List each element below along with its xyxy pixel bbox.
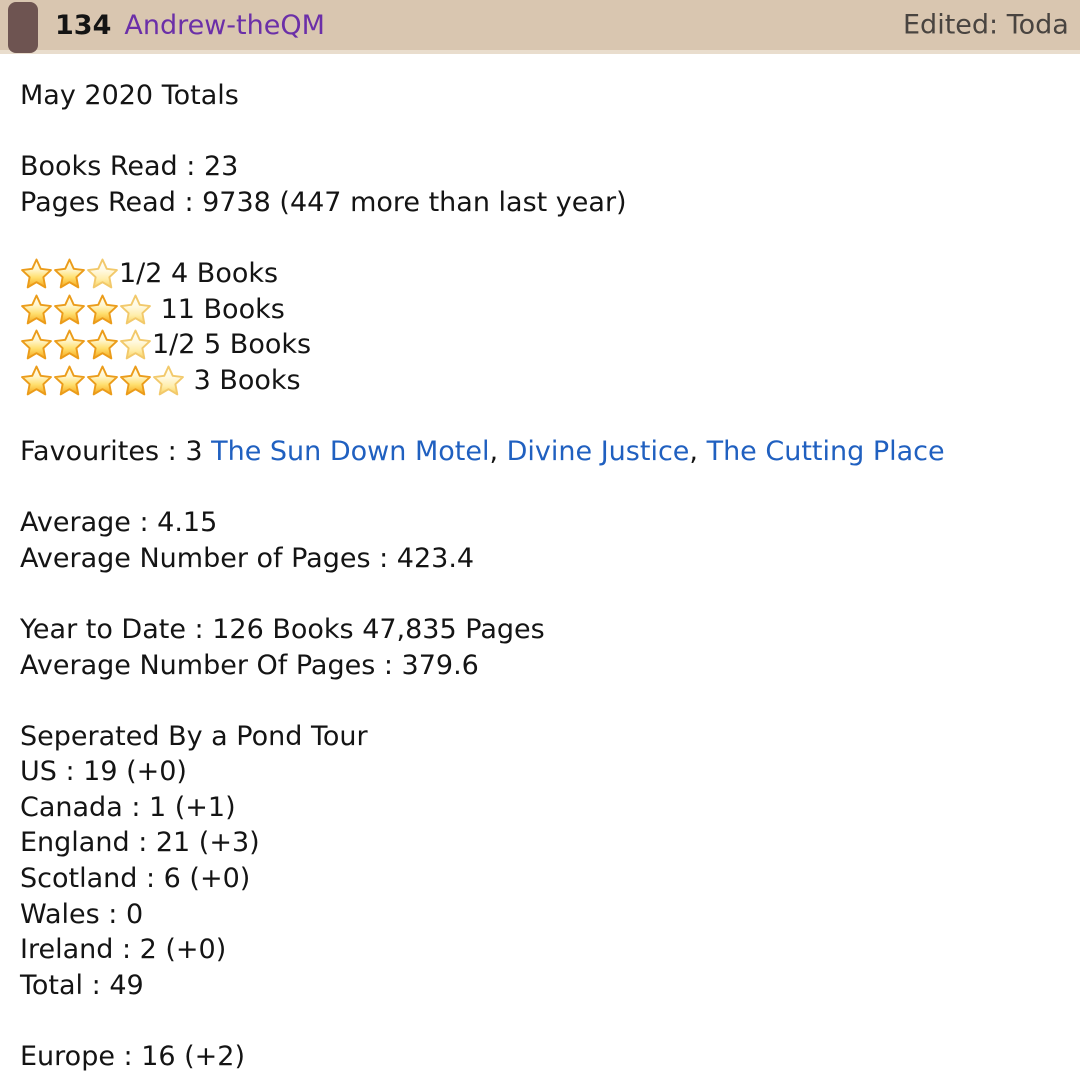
star-icon [153, 365, 184, 396]
favourite-book-link[interactable]: Divine Justice [506, 435, 690, 467]
separator: , [489, 435, 507, 467]
europe-line: Europe : 16 (+2) [20, 1041, 246, 1073]
pond-tour-scotland: Scotland : 6 (+0) [20, 863, 251, 895]
star-icon [87, 294, 118, 325]
post-title: May 2020 Totals [20, 80, 239, 111]
pond-tour-total: Total : 49 [20, 969, 144, 1001]
star-rating-row: 3 Books [20, 363, 1080, 399]
favourite-book-link[interactable]: The Cutting Place [706, 435, 945, 467]
star-icons [20, 328, 152, 361]
star-icon [21, 294, 52, 325]
star-icon [87, 258, 118, 289]
star-rating-label: 1/2 4 Books [119, 257, 279, 289]
star-icon [87, 365, 118, 396]
star-icon [87, 329, 118, 360]
star-icons [20, 257, 119, 290]
star-icon [120, 294, 151, 325]
post-number: 134 [55, 9, 112, 41]
pond-tour-wales: Wales : 0 [20, 898, 144, 930]
pond-tour-us: US : 19 (+0) [20, 756, 187, 788]
pond-tour-title: Seperated By a Pond Tour [20, 720, 368, 752]
star-icons [20, 364, 185, 397]
separator: , [689, 435, 707, 467]
username-link[interactable]: Andrew-theQM [124, 9, 325, 41]
star-rating-label: 3 Books [185, 364, 301, 396]
star-icon [21, 258, 52, 289]
post-accent-bar [8, 2, 38, 53]
average-pages-line: Average Number of Pages : 423.4 [20, 542, 475, 574]
star-icons [20, 293, 152, 326]
ytd-average-pages-line: Average Number Of Pages : 379.6 [20, 649, 479, 681]
post-header: 134 Andrew-theQM Edited: Toda [0, 0, 1080, 54]
ytd-totals-line: Year to Date : 126 Books 47,835 Pages [20, 613, 545, 645]
star-rating-label: 11 Books [152, 293, 285, 325]
pages-read-line: Pages Read : 9738 (447 more than last ye… [20, 186, 627, 218]
star-rating-row: 11 Books [20, 292, 1080, 328]
star-icon [120, 365, 151, 396]
pond-tour-ireland: Ireland : 2 (+0) [20, 934, 227, 966]
star-rating-label: 1/2 5 Books [152, 329, 312, 361]
star-icon [54, 329, 85, 360]
pond-tour-england: England : 21 (+3) [20, 827, 260, 859]
star-icon [54, 365, 85, 396]
average-rating-line: Average : 4.15 [20, 507, 218, 539]
favourites-line: Favourites : 3 The Sun Down Motel, Divin… [20, 434, 1080, 470]
star-icon [21, 329, 52, 360]
favourite-book-link[interactable]: The Sun Down Motel [211, 435, 490, 467]
star-icon [54, 258, 85, 289]
post-body: May 2020 Totals Books Read : 23 Pages Re… [0, 54, 1080, 1075]
star-rating-row: 1/2 4 Books [20, 256, 1080, 292]
pond-tour-canada: Canada : 1 (+1) [20, 791, 236, 823]
favourites-prefix: Favourites : 3 [20, 435, 212, 467]
star-icon [54, 294, 85, 325]
star-icon [21, 365, 52, 396]
books-read-line: Books Read : 23 [20, 151, 239, 183]
star-icon [120, 329, 151, 360]
star-rating-row: 1/2 5 Books [20, 327, 1080, 363]
edited-timestamp: Edited: Toda [903, 9, 1069, 41]
